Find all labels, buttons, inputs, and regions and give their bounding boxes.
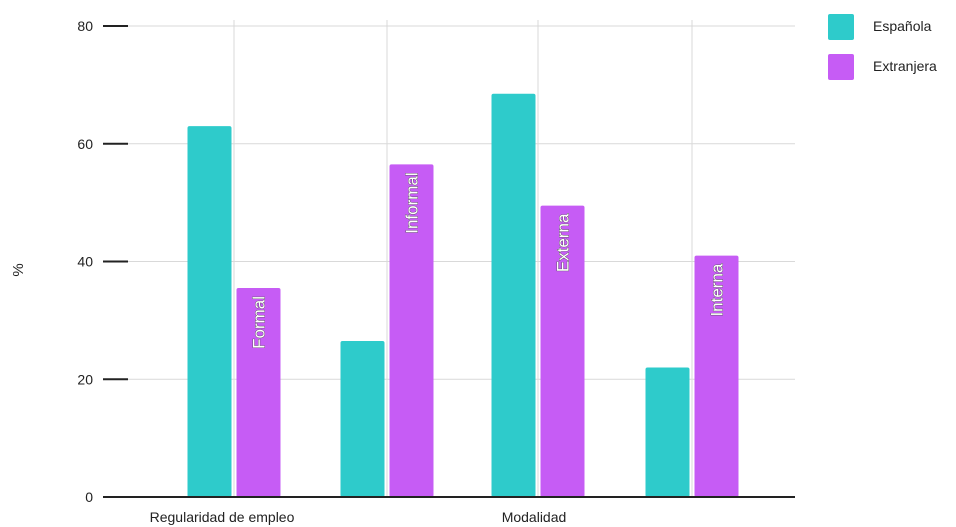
category-label-formal: Formal [250, 296, 269, 349]
group-label: Regularidad de empleo [150, 509, 295, 525]
y-tick-label: 20 [77, 371, 93, 387]
bar-española-interna [645, 367, 690, 497]
y-tick-label: 0 [85, 489, 93, 505]
bar-española-externa [491, 93, 536, 498]
y-tick-label: 40 [77, 254, 93, 270]
y-tick-label: 80 [77, 18, 93, 34]
legend-label: Extranjera [873, 58, 937, 74]
legend-swatch [828, 14, 854, 40]
bar-extranjera-formal [236, 287, 281, 497]
category-label-interna: Interna [708, 263, 727, 316]
legend-swatch [828, 54, 854, 80]
bar-extranjera-externa [540, 205, 585, 497]
bar-annotations: Formal Informal Externa Interna [249, 172, 727, 349]
x-axis-group-labels: Regularidad de empleo Modalidad [150, 509, 567, 525]
legend-label: Española [873, 18, 932, 34]
bar-española-formal [187, 126, 232, 498]
category-label-externa: Externa [554, 213, 573, 272]
legend: Española Extranjera [828, 14, 937, 80]
y-tick-label: 60 [77, 136, 93, 152]
bar-española-informal [340, 340, 385, 497]
bar-extranjera-informal [389, 164, 434, 497]
category-label-informal: Informal [403, 172, 422, 233]
bar-extranjera-interna [694, 255, 739, 497]
y-axis-title: % [10, 263, 27, 276]
bars [187, 93, 739, 498]
group-label: Modalidad [502, 509, 567, 525]
y-axis: 0 20 40 60 80 [77, 18, 795, 505]
